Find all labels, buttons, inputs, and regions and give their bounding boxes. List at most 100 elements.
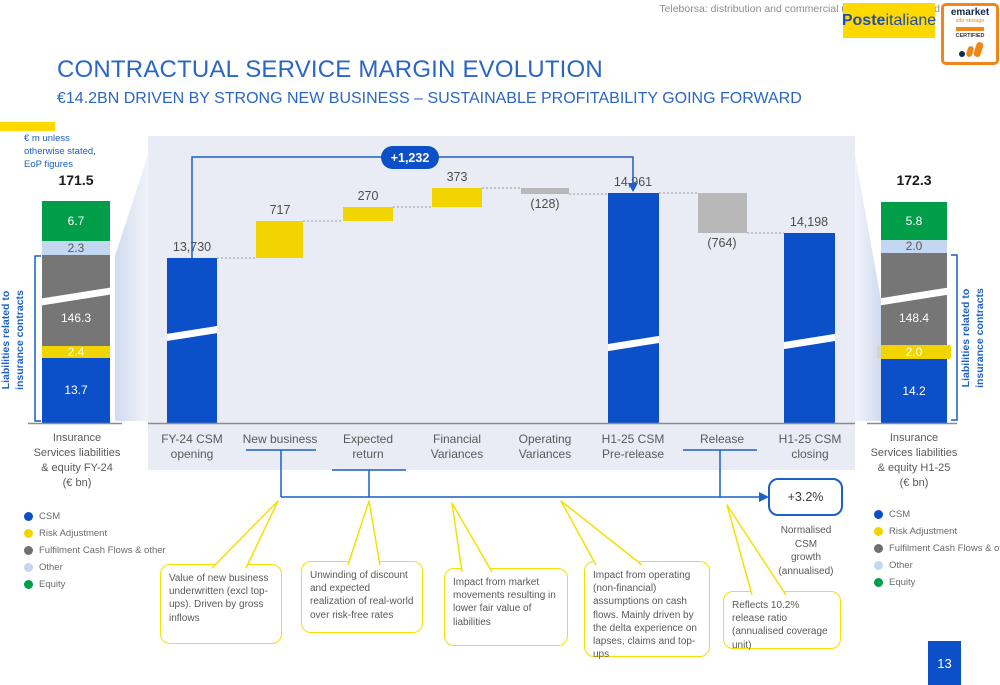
legend-other-dot <box>874 561 883 570</box>
cat-operating-variances: Operating Variances <box>518 432 572 461</box>
legend-csm-label: CSM <box>889 509 911 520</box>
growth-label: Normalised CSM growth (annualised) <box>778 525 834 577</box>
legend-other-label: Other <box>39 562 63 573</box>
left-bar-risk-value: 2.4 <box>67 345 85 359</box>
emarket-certified-label: CERTIFIED <box>955 32 985 39</box>
waterfall-bar1-axis-break <box>167 324 217 343</box>
waterfall-bar-h125-prerelease <box>608 193 659 423</box>
left-bar-other-segment: 2.3 <box>42 241 110 255</box>
waterfall-bar-operating-variances <box>521 188 569 194</box>
callout-expected-return: Unwinding of discount and expected reali… <box>301 561 423 633</box>
emarket-divider <box>956 26 984 31</box>
right-bar-fulfilment-value: 148.4 <box>898 311 930 325</box>
waterfall-bar-release <box>698 193 747 233</box>
growth-value-box: +3.2% <box>768 478 843 516</box>
emarket-subtitle: sdir storage <box>955 18 985 24</box>
legend-other-label: Other <box>889 560 913 571</box>
value-operating-variances: (128) <box>530 197 560 211</box>
poste-logo-bold: Poste <box>841 11 886 29</box>
waterfall-bar-financial-variances <box>432 188 482 207</box>
left-liabilities-bracket <box>34 255 41 422</box>
left-bar-risk-segment: 2.4 <box>42 346 110 358</box>
waterfall-panel <box>148 136 855 470</box>
units-note-line3: EoP figures <box>24 158 73 170</box>
right-liabilities-label: Liabilities related to insurance contrac… <box>960 258 990 418</box>
left-bar-total: 171.5 <box>58 172 94 188</box>
legend-risk-label: Risk Adjustment <box>889 526 958 537</box>
value-h125-closing: 14,198 <box>789 215 829 229</box>
waterfall-bar-h125-closing <box>784 233 835 423</box>
waterfall-bar-fy24-opening <box>167 258 217 423</box>
legend-left-fulfilment: Fulfilment Cash Flows & other <box>24 545 166 556</box>
callout-financial-variances: Impact from market movements resulting i… <box>444 568 568 646</box>
right-bar-other-segment: 2.0 <box>881 240 947 253</box>
legend-fulfilment-label: Fulfilment Cash Flows & other <box>889 543 1000 554</box>
page-number: 13 <box>928 641 961 685</box>
poste-italiane-logo: Poste italiane <box>841 3 937 38</box>
left-liabilities-line1: Liabilities related to <box>0 290 12 390</box>
legend-equity-label: Equity <box>39 579 66 590</box>
legend-left-csm: CSM <box>24 511 60 522</box>
units-note-line2: otherwise stated, <box>24 145 96 157</box>
callout-operating-variances: Impact from operating (non-financial) as… <box>584 561 710 660</box>
note-highlight <box>0 122 55 131</box>
page-subtitle: €14.2BN DRIVEN BY STRONG NEW BUSINESS – … <box>57 90 802 107</box>
legend-fulfilment-dot <box>24 546 33 555</box>
right-axis-line1: Insurance <box>889 432 939 444</box>
left-bar-csm-value: 13.7 <box>64 383 88 397</box>
left-axis-line2: Services liabilities <box>33 446 121 459</box>
value-financial-variances: 373 <box>446 170 468 184</box>
legend-csm-dot <box>874 510 883 519</box>
poste-logo-light: italiane <box>885 11 937 29</box>
units-note-line1: € m unless <box>24 133 70 144</box>
emarket-chart-icon <box>958 40 984 58</box>
legend-equity-dot <box>24 580 33 589</box>
value-h125-prerelease: 14,961 <box>613 175 653 189</box>
left-bar-axis-break <box>42 286 110 307</box>
legend-left-equity: Equity <box>24 579 65 590</box>
legend-risk-dot <box>874 527 883 536</box>
left-bar-other-value: 2.3 <box>67 241 85 255</box>
callout-release: Reflects 10.2% release ratio (annualised… <box>723 591 841 651</box>
legend-csm-label: CSM <box>39 511 61 522</box>
legend-right-equity: Equity <box>874 577 915 588</box>
right-bar-equity-value: 5.8 <box>905 214 923 228</box>
cat-new-business: New business <box>242 432 318 446</box>
right-bar-risk-value: 2.0 <box>905 345 923 359</box>
legend-left-risk: Risk Adjustment <box>24 528 107 539</box>
value-expected-return: 270 <box>357 189 379 203</box>
right-bar-csm-value: 14.2 <box>902 384 926 398</box>
right-liabilities-line1: Liabilities related to <box>960 288 972 388</box>
cat-financial-variances: Financial Variances <box>430 432 484 461</box>
units-note: € m unless otherwise stated, EoP figures <box>24 133 96 171</box>
right-bar-total: 172.3 <box>896 172 932 188</box>
right-bar-risk-segment: 2.0 <box>877 345 951 359</box>
cat-release: Release <box>699 432 745 446</box>
legend-equity-label: Equity <box>889 577 916 588</box>
value-new-business: 717 <box>269 203 291 217</box>
emarket-certified-badge: emarket sdir storage CERTIFIED <box>941 3 999 65</box>
cat-fy24-opening: FY-24 CSM opening <box>161 432 223 461</box>
left-bar-fulfilment-segment: 146.3 <box>42 255 110 346</box>
waterfall-bar6-axis-break <box>608 334 659 353</box>
legend-equity-dot <box>874 578 883 587</box>
left-bar-axis-label: Insurance Services liabilities & equity … <box>22 431 132 490</box>
emarket-title: emarket <box>950 7 990 18</box>
left-bar-fulfilment-value: 146.3 <box>60 311 92 325</box>
right-liabilities-line2: insurance contracts <box>973 288 986 388</box>
callout-new-business: Value of new business underwritten (excl… <box>160 564 282 644</box>
legend-other-dot <box>24 563 33 572</box>
left-axis-line3: & equity FY-24 <box>41 461 113 474</box>
right-bar-axis-label: Insurance Services liabilities & equity … <box>859 431 969 490</box>
legend-right-csm: CSM <box>874 509 910 520</box>
right-axis-line2: Services liabilities <box>870 446 958 459</box>
page-title: CONTRACTUAL SERVICE MARGIN EVOLUTION <box>57 56 603 83</box>
legend-risk-label: Risk Adjustment <box>39 528 108 539</box>
left-liabilities-label: Liabilities related to insurance contrac… <box>0 260 30 420</box>
value-release: (764) <box>707 236 737 250</box>
right-funnel-shape <box>855 155 881 421</box>
right-bar-csm-segment: 14.2 <box>881 359 947 423</box>
waterfall-bar8-axis-break <box>784 332 835 351</box>
left-axis-line4: (€ bn) <box>62 476 92 489</box>
